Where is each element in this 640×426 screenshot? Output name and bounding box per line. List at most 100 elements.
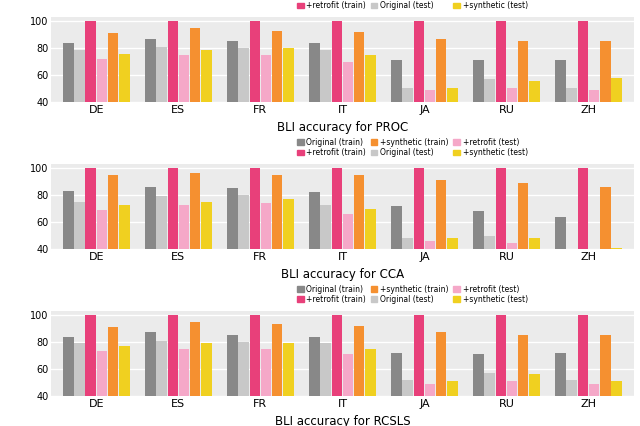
Bar [556,60,566,102]
Bar [283,199,294,249]
X-axis label: BLI accuracy for RCSLS: BLI accuracy for RCSLS [275,414,410,426]
Bar [436,180,447,249]
Bar [283,48,294,102]
Bar [578,315,588,396]
Bar [495,315,506,396]
Bar [272,175,282,249]
Bar [436,332,447,396]
Bar [556,353,566,396]
Bar [529,239,540,249]
Bar [578,21,588,102]
Bar [74,343,84,396]
Bar [391,206,402,249]
Bar [507,381,517,396]
Bar [309,43,319,102]
Bar [108,327,118,396]
Bar [97,351,107,396]
Bar [343,214,353,249]
Bar [86,168,96,249]
Bar [179,349,189,396]
Bar [119,204,129,249]
Bar [354,175,364,249]
Bar [156,196,167,249]
Bar [321,204,331,249]
Bar [332,21,342,102]
Bar [168,168,178,249]
Bar [145,187,156,249]
Bar [447,87,458,102]
Bar [484,373,495,396]
Bar [589,90,599,102]
Bar [589,384,599,396]
Bar [74,49,84,102]
Bar [190,173,200,249]
Bar [447,239,458,249]
Bar [518,183,529,249]
Bar [425,90,435,102]
Bar [250,315,260,396]
Bar [578,168,588,249]
Bar [556,217,566,249]
Bar [413,168,424,249]
Bar [403,239,413,249]
Bar [436,39,447,102]
Bar [425,241,435,249]
Bar [332,168,342,249]
Bar [391,353,402,396]
Bar [600,41,611,102]
Bar [473,354,484,396]
Bar [86,315,96,396]
Bar [343,354,353,396]
Bar [473,211,484,249]
Bar [391,60,402,102]
Bar [484,79,495,102]
Bar [227,188,237,249]
Bar [600,187,611,249]
Bar [119,54,129,102]
Bar [473,60,484,102]
Bar [156,47,167,102]
Bar [484,236,495,249]
Bar [190,28,200,102]
Bar [238,48,249,102]
Bar [168,21,178,102]
Bar [250,21,260,102]
Bar [260,55,271,102]
Bar [201,202,212,249]
Bar [529,81,540,102]
Bar [227,41,237,102]
Legend: Original (train), +retrofit (train), +synthetic (train), Original (test), +retro: Original (train), +retrofit (train), +sy… [295,136,529,158]
Bar [97,210,107,249]
Bar [63,191,74,249]
Bar [343,62,353,102]
Bar [97,59,107,102]
Bar [611,381,621,396]
Bar [600,335,611,396]
Bar [238,195,249,249]
Legend: Original (train), +retrofit (train), +synthetic (train), Original (test), +retro: Original (train), +retrofit (train), +sy… [295,283,529,305]
Bar [365,209,376,249]
Bar [507,87,517,102]
Bar [413,21,424,102]
Bar [365,349,376,396]
Bar [272,324,282,396]
Bar [260,203,271,249]
Bar [403,87,413,102]
Bar [518,41,529,102]
Bar [321,49,331,102]
Bar [518,335,529,396]
Bar [119,346,129,396]
Bar [86,21,96,102]
Bar [447,381,458,396]
Bar [283,343,294,396]
Bar [495,21,506,102]
Bar [108,33,118,102]
Bar [309,193,319,249]
Legend: Original (train), +retrofit (train), +synthetic (train), Original (test), +retro: Original (train), +retrofit (train), +sy… [295,0,529,12]
Bar [272,31,282,102]
Bar [74,202,84,249]
Bar [168,315,178,396]
Bar [566,87,577,102]
Bar [354,326,364,396]
Bar [201,49,212,102]
